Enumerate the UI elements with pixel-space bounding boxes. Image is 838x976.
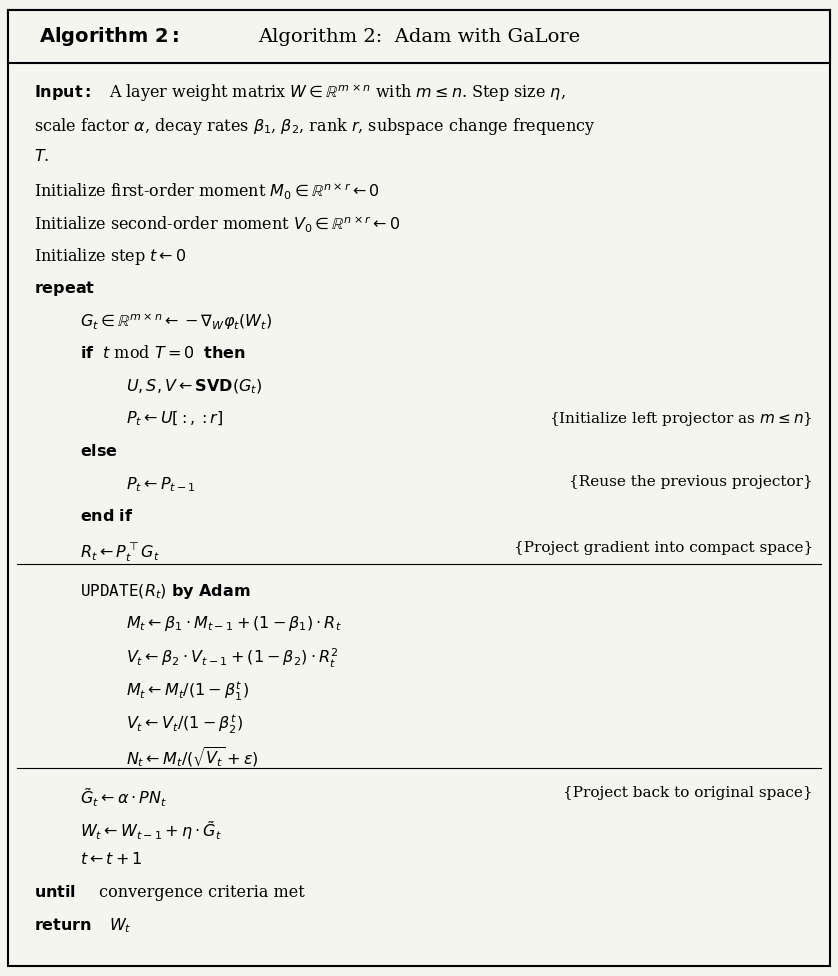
Text: $\bf{return}$: $\bf{return}$ <box>34 916 92 934</box>
Text: $W_t \leftarrow W_{t-1} + \eta \cdot \tilde{G}_t$: $W_t \leftarrow W_{t-1} + \eta \cdot \ti… <box>80 819 222 841</box>
FancyBboxPatch shape <box>8 10 830 966</box>
Text: {Project gradient into compact space}: {Project gradient into compact space} <box>514 541 813 554</box>
FancyBboxPatch shape <box>8 10 830 63</box>
Text: $R_t \leftarrow P_t^\top G_t$: $R_t \leftarrow P_t^\top G_t$ <box>80 541 160 563</box>
Text: $G_t \in \mathbb{R}^{m\times n} \leftarrow -\nabla_W \varphi_t(W_t)$: $G_t \in \mathbb{R}^{m\times n} \leftarr… <box>80 311 272 332</box>
Text: $P_t \leftarrow U[:,: r]$: $P_t \leftarrow U[:,: r]$ <box>126 410 223 428</box>
Text: convergence criteria met: convergence criteria met <box>94 884 304 901</box>
Text: $\bf{Algorithm\ 2:}$: $\bf{Algorithm\ 2:}$ <box>39 25 179 48</box>
Text: Initialize step $t \leftarrow 0$: Initialize step $t \leftarrow 0$ <box>34 246 186 267</box>
Text: $\bf{if}$  $t$ mod $T = 0$  $\bf{then}$: $\bf{if}$ $t$ mod $T = 0$ $\bf{then}$ <box>80 345 246 361</box>
Text: {Initialize left projector as $m \leq n$}: {Initialize left projector as $m \leq n$… <box>550 410 813 427</box>
Text: $\mathtt{UPDATE}(R_t)$ $\bf{by\ Adam}$: $\mathtt{UPDATE}(R_t)$ $\bf{by\ Adam}$ <box>80 582 250 600</box>
Text: $t \leftarrow t + 1$: $t \leftarrow t + 1$ <box>80 851 142 869</box>
Text: $W_t$: $W_t$ <box>104 916 132 935</box>
Text: $\tilde{G}_t \leftarrow \alpha \cdot PN_t$: $\tilde{G}_t \leftarrow \alpha \cdot PN_… <box>80 786 167 809</box>
Text: A layer weight matrix $W \in \mathbb{R}^{m\times n}$ with $m \leq n$. Step size : A layer weight matrix $W \in \mathbb{R}^… <box>104 83 566 104</box>
Text: $N_t \leftarrow M_t/(\sqrt{V_t} + \epsilon)$: $N_t \leftarrow M_t/(\sqrt{V_t} + \epsil… <box>126 745 258 769</box>
Text: {Project back to original space}: {Project back to original space} <box>563 786 813 800</box>
Text: scale factor $\alpha$, decay rates $\beta_1$, $\beta_2$, rank $r$, subspace chan: scale factor $\alpha$, decay rates $\bet… <box>34 115 595 137</box>
Text: $U, S, V \leftarrow \mathbf{SVD}(G_t)$: $U, S, V \leftarrow \mathbf{SVD}(G_t)$ <box>126 377 262 395</box>
Text: $\bf{until}$: $\bf{until}$ <box>34 884 77 901</box>
Text: $\bf{Input:}$: $\bf{Input:}$ <box>34 83 96 102</box>
Text: $V_t \leftarrow V_t/(1-\beta_2^t)$: $V_t \leftarrow V_t/(1-\beta_2^t)$ <box>126 712 243 736</box>
Text: Initialize second-order moment $V_0 \in \mathbb{R}^{n\times r} \leftarrow 0$: Initialize second-order moment $V_0 \in … <box>34 214 400 233</box>
Text: $\bf{end\ if}$: $\bf{end\ if}$ <box>80 508 133 525</box>
Text: {Reuse the previous projector}: {Reuse the previous projector} <box>569 475 813 489</box>
Text: $V_t \leftarrow \beta_2 \cdot V_{t-1} + (1 - \beta_2) \cdot R_t^2$: $V_t \leftarrow \beta_2 \cdot V_{t-1} + … <box>126 647 339 671</box>
Text: $M_t \leftarrow M_t/(1-\beta_1^t)$: $M_t \leftarrow M_t/(1-\beta_1^t)$ <box>126 679 249 703</box>
Text: Algorithm 2:  Adam with GaLore: Algorithm 2: Adam with GaLore <box>258 27 580 46</box>
Text: Initialize first-order moment $M_0 \in \mathbb{R}^{n\times r} \leftarrow 0$: Initialize first-order moment $M_0 \in \… <box>34 181 380 201</box>
Text: $\bf{repeat}$: $\bf{repeat}$ <box>34 279 95 298</box>
Text: $P_t \leftarrow P_{t-1}$: $P_t \leftarrow P_{t-1}$ <box>126 475 195 494</box>
Text: $T$.: $T$. <box>34 148 49 165</box>
Text: $\bf{else}$: $\bf{else}$ <box>80 442 117 460</box>
Text: $M_t \leftarrow \beta_1 \cdot M_{t-1} + (1 - \beta_1) \cdot R_t$: $M_t \leftarrow \beta_1 \cdot M_{t-1} + … <box>126 614 342 633</box>
